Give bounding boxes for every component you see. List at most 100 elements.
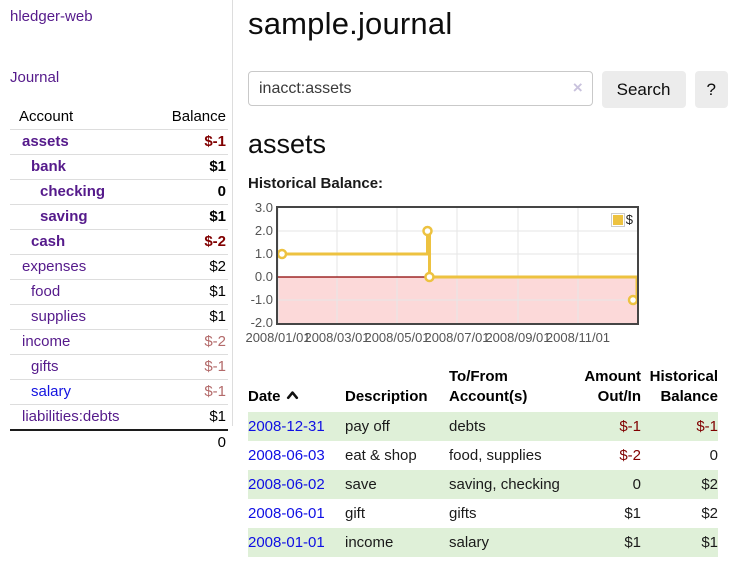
accounts-total-value: 0	[217, 434, 226, 451]
help-button[interactable]: ?	[694, 71, 728, 108]
y-axis-tick-label: -2.0	[250, 315, 273, 330]
transaction-date-link[interactable]: 2008-01-01	[248, 534, 325, 551]
accounts-header-account: Account	[19, 108, 74, 125]
account-link[interactable]: income	[22, 333, 71, 350]
account-balance: $2	[209, 258, 226, 275]
transaction-description: eat & shop	[345, 447, 417, 464]
y-axis-tick-label: -1.0	[250, 292, 273, 307]
account-link[interactable]: salary	[31, 383, 72, 400]
transaction-balance: $1	[701, 534, 718, 551]
register-row: 2008-06-02 save saving, checking 0 $2	[248, 470, 718, 499]
transaction-description: save	[345, 476, 377, 493]
account-row-bank: bank $1	[10, 155, 228, 180]
transaction-balance: $-1	[696, 418, 718, 435]
sidebar-nav: Journal	[10, 69, 228, 87]
search-input[interactable]	[248, 71, 593, 106]
account-row-cash: cash $-2	[10, 230, 228, 255]
transaction-description: pay off	[345, 418, 390, 435]
account-link[interactable]: gifts	[31, 358, 59, 375]
historical-balance-chart: 3.0 2.0 1.0 0.0 -1.0 -2.0 $ 2008/01/01 2008/03…	[245, 200, 678, 348]
transaction-accounts: salary	[449, 534, 490, 551]
account-row-supplies: supplies $1	[10, 305, 228, 330]
account-row-salary: salary $-1	[10, 380, 228, 405]
legend-swatch-icon	[610, 212, 625, 227]
page-title: sample.journal	[248, 6, 453, 41]
accounts-header-balance: Balance	[171, 108, 226, 125]
account-balance: $-1	[204, 133, 226, 150]
column-header-description: Description	[345, 388, 428, 405]
account-row-expenses: expenses $2	[10, 255, 228, 280]
account-balance: $-2	[204, 333, 226, 350]
column-header-amount: Amount Out/In	[584, 368, 641, 405]
account-row-saving: saving $1	[10, 205, 228, 230]
account-balance: $1	[209, 408, 226, 425]
y-axis-tick-label: 1.0	[254, 246, 273, 261]
transaction-amount: 0	[632, 476, 641, 493]
column-header-balance: Historical Balance	[649, 368, 718, 405]
register-table: Date Description To/From Account(s) Amou…	[248, 365, 718, 557]
account-balance: $1	[209, 208, 226, 225]
accounts-table: Account Balance assets $-1 bank $1 check…	[10, 105, 228, 455]
account-link[interactable]: supplies	[31, 308, 87, 325]
legend-label: $	[625, 212, 633, 227]
account-link[interactable]: saving	[40, 208, 88, 225]
transaction-date-link[interactable]: 2008-06-01	[248, 505, 325, 522]
account-balance: $-2	[204, 233, 226, 250]
y-axis-tick-label: 0.0	[254, 269, 273, 284]
sort-ascending-icon	[286, 386, 299, 406]
transaction-balance: 0	[709, 447, 718, 464]
transaction-date-link[interactable]: 2008-06-03	[248, 447, 325, 464]
transaction-balance: $2	[701, 476, 718, 493]
clear-search-icon[interactable]: ×	[572, 78, 583, 97]
x-axis-tick-label: 2008/01/01	[245, 330, 311, 345]
transaction-amount: $-2	[619, 447, 641, 464]
account-balance: 0	[217, 183, 226, 200]
register-row: 2008-01-01 income salary $1 $1	[248, 528, 718, 557]
account-row-checking: checking 0	[10, 180, 228, 205]
main-content: sample.journal × Search ? assets Histori…	[245, 0, 728, 557]
account-balance: $1	[209, 283, 226, 300]
column-header-date[interactable]: Date	[248, 365, 345, 412]
account-row-liabilities-debts: liabilities:debts $1	[10, 405, 228, 431]
account-link[interactable]: cash	[31, 233, 66, 250]
transaction-amount: $1	[624, 534, 641, 551]
account-link[interactable]: checking	[40, 183, 106, 200]
y-axis-tick-label: 3.0	[254, 200, 273, 215]
transaction-accounts: saving, checking	[449, 476, 560, 493]
transaction-accounts: food, supplies	[449, 447, 542, 464]
sidebar-item-journal[interactable]: Journal	[10, 69, 60, 86]
transaction-balance: $2	[701, 505, 718, 522]
search-form: × Search ?	[248, 71, 728, 108]
account-link[interactable]: liabilities:debts	[22, 408, 120, 425]
account-balance: $1	[209, 308, 226, 325]
register-header-row: Date Description To/From Account(s) Amou…	[248, 365, 718, 412]
account-heading: assets	[248, 129, 327, 159]
account-balance: $-1	[204, 358, 226, 375]
account-row-assets: assets $-1	[10, 130, 228, 155]
account-link[interactable]: assets	[22, 133, 69, 150]
register-row: 2008-12-31 pay off debts $-1 $-1	[248, 412, 718, 441]
search-button[interactable]: Search	[601, 71, 686, 108]
transaction-date-link[interactable]: 2008-12-31	[248, 418, 325, 435]
account-balance: $-1	[204, 383, 226, 400]
account-link[interactable]: food	[31, 283, 61, 300]
sidebar: hledger-web Journal Account Balance asse…	[10, 8, 228, 455]
x-axis-tick-label: 2008/07/01	[424, 330, 490, 345]
transaction-accounts: gifts	[449, 505, 477, 522]
account-row-food: food $1	[10, 280, 228, 305]
transaction-date-link[interactable]: 2008-06-02	[248, 476, 325, 493]
register-row: 2008-06-01 gift gifts $1 $2	[248, 499, 718, 528]
register-row: 2008-06-03 eat & shop food, supplies $-2…	[248, 441, 718, 470]
transaction-description: gift	[345, 505, 366, 522]
account-link[interactable]: bank	[31, 158, 67, 175]
accounts-total-row: 0	[10, 431, 228, 455]
search-input-wrap: ×	[248, 71, 593, 108]
transaction-accounts: debts	[449, 418, 486, 435]
x-axis-tick-label: 2008/03/01	[304, 330, 370, 345]
chart-canvas	[278, 208, 637, 323]
accounts-table-header: Account Balance	[10, 105, 228, 130]
account-row-gifts: gifts $-1	[10, 355, 228, 380]
account-balance: $1	[209, 158, 226, 175]
app-brand-link[interactable]: hledger-web	[10, 8, 93, 25]
account-link[interactable]: expenses	[22, 258, 87, 275]
